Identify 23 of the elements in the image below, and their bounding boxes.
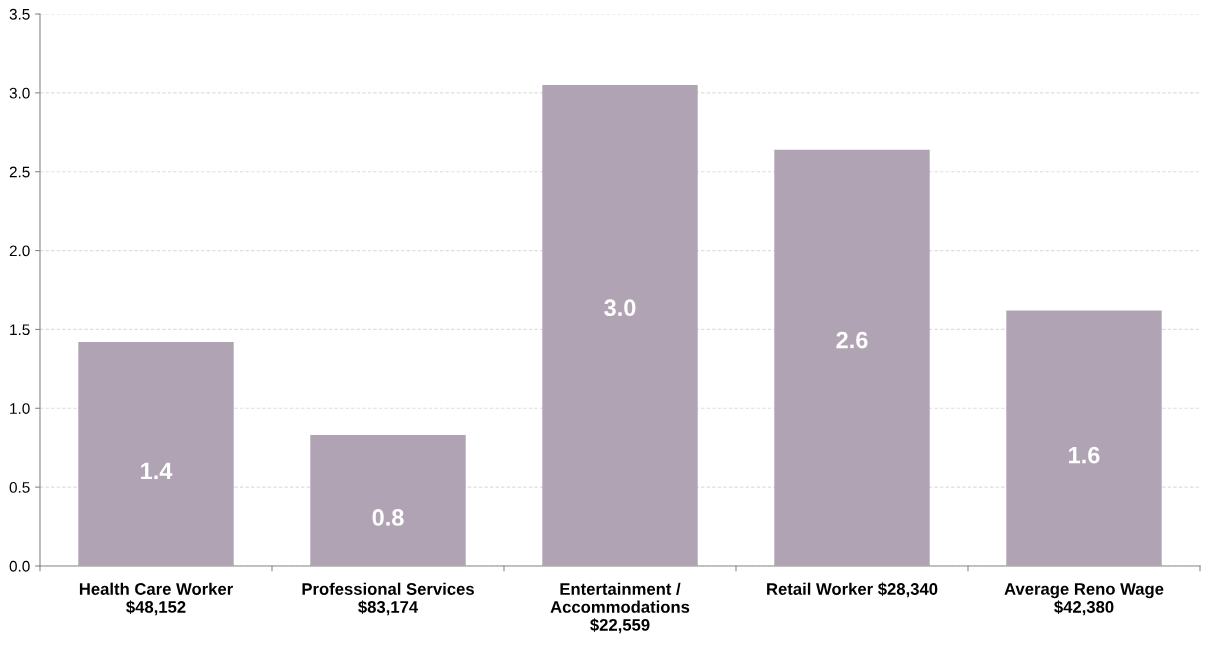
- data-label: 3.0: [604, 299, 636, 317]
- y-tick-label: 2.0: [9, 245, 30, 257]
- bar: [774, 149, 930, 566]
- bar: [542, 84, 698, 566]
- x-tick-label: Average Reno Wage $42,380: [1004, 583, 1164, 616]
- bar: [1006, 310, 1162, 566]
- data-label: 1.4: [141, 462, 173, 480]
- data-label: 0.8: [372, 509, 404, 526]
- x-tick-label: Entertainment / Accommodations $22,559: [550, 582, 690, 634]
- y-tick-label: 2.5: [9, 166, 30, 178]
- data-label: 1.6: [1069, 446, 1100, 464]
- x-tick-label: Health Care Worker $48,152: [79, 582, 233, 616]
- y-tick-label: 0.0: [9, 560, 30, 572]
- y-tick-label: 3.0: [9, 87, 30, 99]
- bar: [310, 435, 466, 566]
- x-tick-label: Professional Services $83,174: [302, 582, 474, 616]
- y-tick-label: 3.5: [9, 8, 30, 20]
- y-tick-label: 0.5: [9, 482, 30, 493]
- bar: [78, 342, 234, 566]
- y-tick-label: 1.5: [10, 324, 30, 336]
- y-tick-label: 1.0: [10, 403, 30, 414]
- data-label: 2.6: [836, 331, 868, 349]
- x-tick-label: Retail Worker $28,340: [767, 582, 938, 598]
